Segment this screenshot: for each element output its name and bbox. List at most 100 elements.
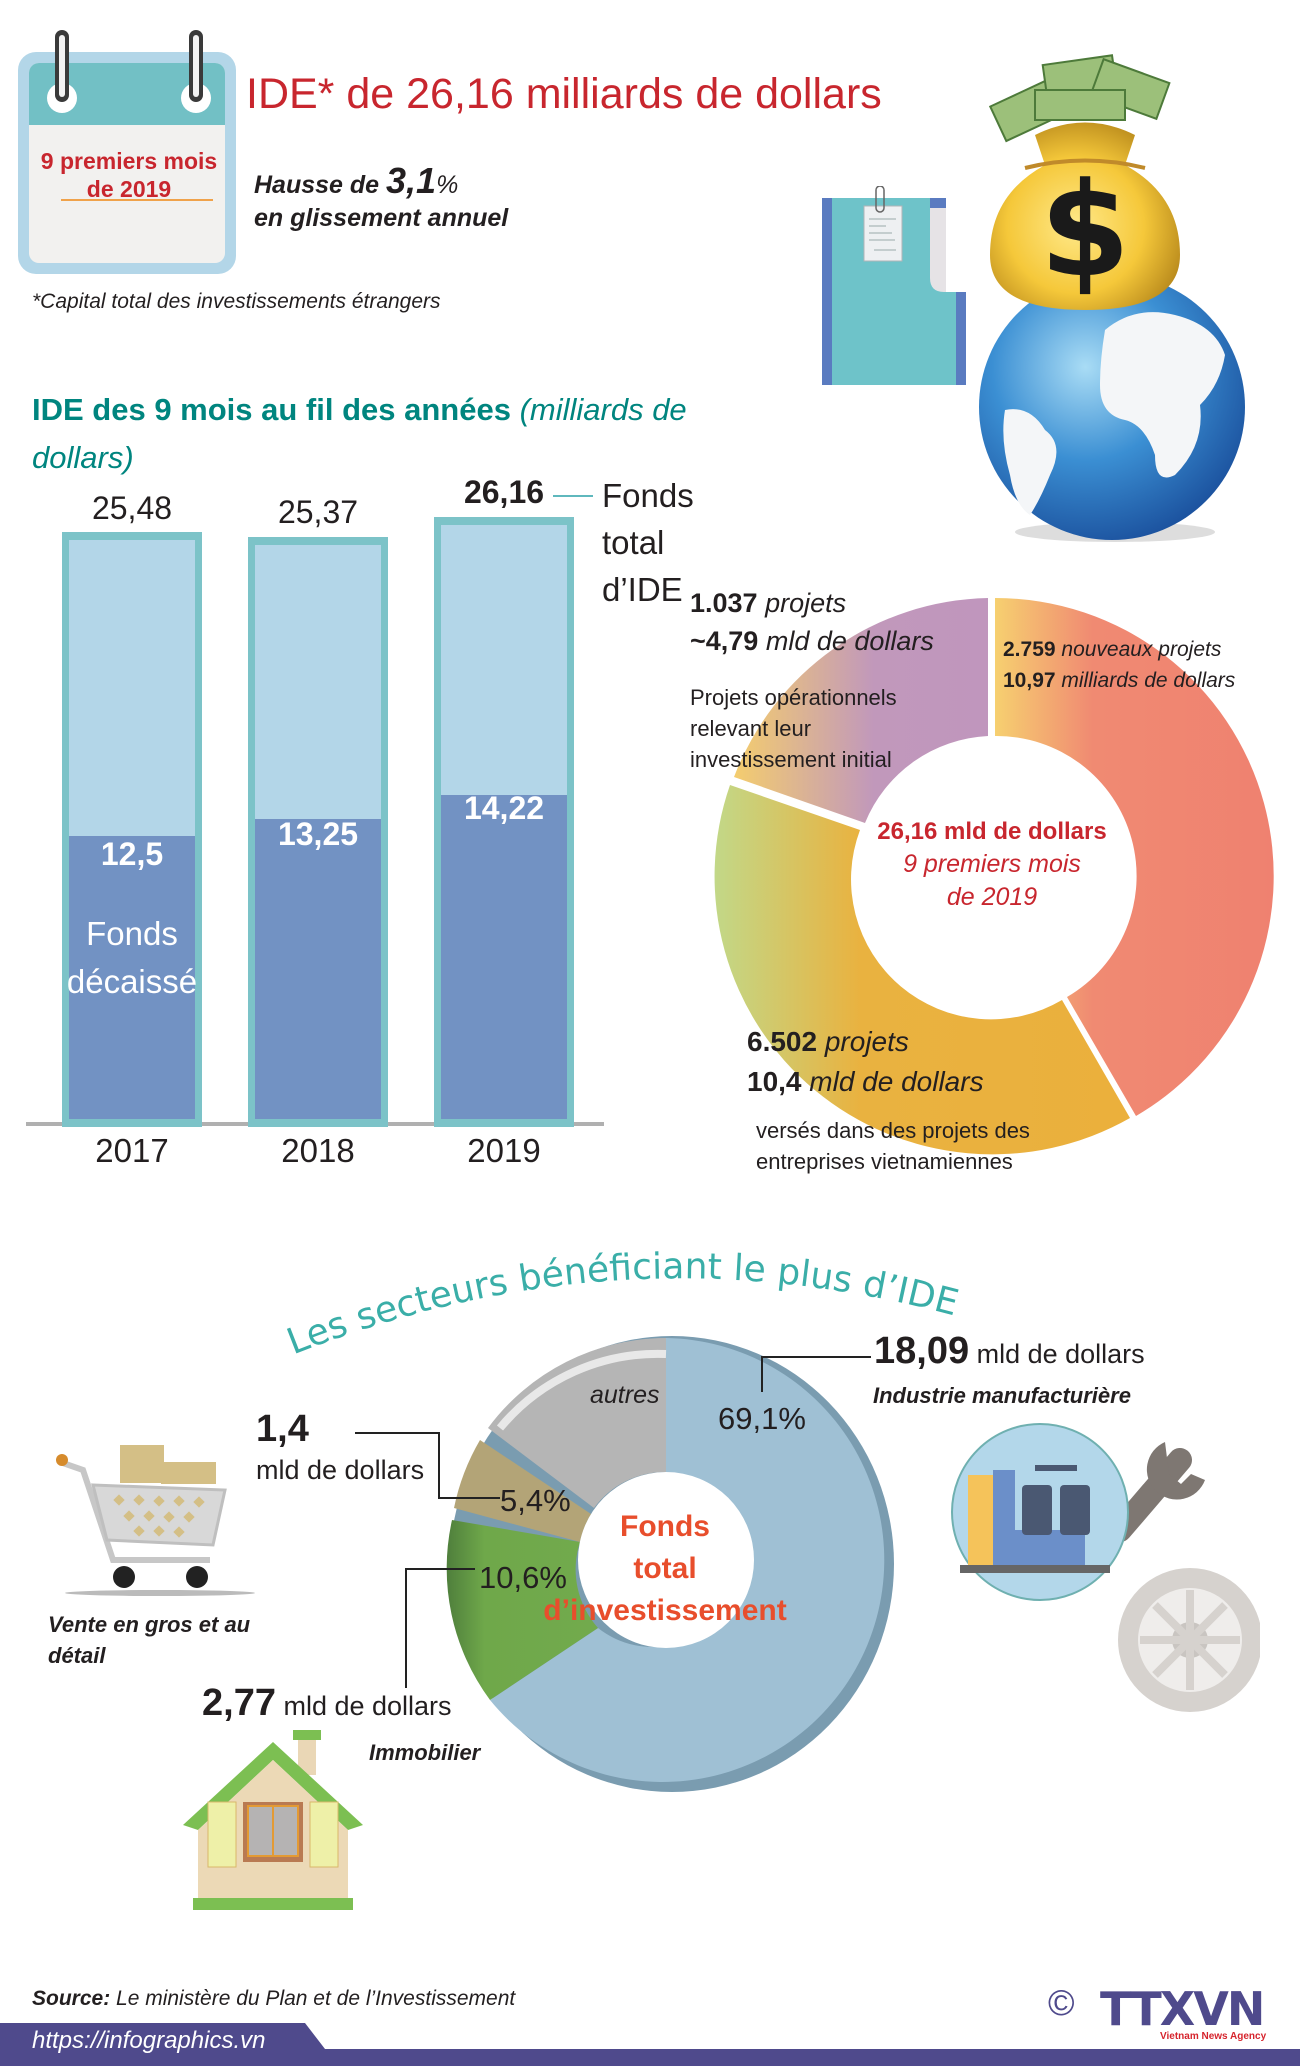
- total-label-line1: Fonds: [602, 477, 694, 514]
- op-desc-line2: relevant leur: [690, 716, 812, 741]
- calendar-icon: [18, 30, 238, 275]
- sectors-center-line1: Fonds: [620, 1510, 710, 1543]
- bar-chart-title-italic: (milliards de: [510, 392, 687, 427]
- retail-leader-drop: [438, 1432, 440, 1498]
- sector-slice-retail: [454, 1440, 591, 1542]
- vn-projects-text: projets: [817, 1026, 909, 1057]
- realestate-pct: 10,6%: [479, 1560, 567, 1595]
- fdi-donut-chart: [700, 590, 1290, 1170]
- manufacturing-unit: mld de dollars: [969, 1339, 1145, 1369]
- manufacturing-leader-drop: [761, 1356, 763, 1392]
- new-projects-value: 10,97: [1003, 669, 1056, 692]
- bar-2019-disbursed: [441, 795, 567, 1119]
- donut-slice-vn-projects: [714, 785, 1130, 1155]
- retail-unit: mld de dollars: [256, 1455, 425, 1485]
- vn-projects-description: versés dans des projets des entreprises …: [756, 1115, 1030, 1177]
- manufacturing-leader-line: [761, 1356, 871, 1358]
- growth-unit: %: [436, 171, 459, 199]
- manufacturing-name: Industrie manufacturière: [873, 1383, 1131, 1408]
- ttxvn-logo: TTXVN: [1100, 1982, 1265, 2036]
- growth-value: 3,1: [386, 160, 437, 201]
- bar-2017-disbursed-label: 12,5: [100, 836, 164, 872]
- source-line: Source: Le ministère du Plan et de l’Inv…: [32, 1987, 515, 2011]
- realestate-name: Immobilier: [369, 1740, 481, 1765]
- bar-2019: [434, 517, 574, 1127]
- sectors-donut-chart: [440, 1328, 900, 1798]
- retail-pct: 5,4%: [500, 1483, 571, 1518]
- disbursed-label-line1: Fonds: [86, 915, 178, 952]
- new-projects-count: 2.759: [1003, 638, 1056, 661]
- others-label: autres: [590, 1381, 660, 1409]
- sectors-center-line3: d’investissement: [543, 1594, 787, 1627]
- sectors-center-label: Fonds total d’investissement: [520, 1506, 810, 1632]
- op-desc-line3: investissement initial: [690, 747, 892, 772]
- total-leader-line: [553, 495, 593, 497]
- vn-projects-count: 6.502: [747, 1026, 818, 1057]
- realestate-leader-drop: [405, 1568, 407, 1688]
- bar-2017-total-label: 25,48: [91, 490, 173, 526]
- vn-projects-annotation: 6.502 projets 10,4 mld de dollars: [747, 1022, 984, 1102]
- bar-chart-title-bold: IDE des 9 mois au fil des années: [32, 392, 511, 427]
- retail-leader-end: [438, 1497, 500, 1499]
- donut-center-line2: 9 premiers mois: [903, 850, 1081, 878]
- donut-center-label: 26,16 mld de dollars 9 premiers mois de …: [842, 818, 1142, 912]
- realestate-leader-line: [405, 1568, 475, 1570]
- operational-description: Projets opérationnels relevant leur inve…: [690, 682, 897, 775]
- footer-url-tab: [0, 2023, 330, 2066]
- new-projects-annotation: 2.759 nouveaux projets 10,97 milliards d…: [1003, 634, 1235, 696]
- footer-url-link[interactable]: https://infographics.vn: [32, 2027, 266, 2054]
- donut-center-value: 26,16 mld de dollars: [877, 818, 1107, 845]
- sectors-center-line2: total: [633, 1552, 697, 1585]
- growth-line2: en glissement annuel: [254, 204, 509, 232]
- retail-value: 1,4: [256, 1408, 309, 1450]
- sector-slice-others: [488, 1338, 666, 1508]
- manufacturing-annotation: 18,09 mld de dollars: [874, 1330, 1145, 1373]
- total-legend: Fonds total d’IDE: [602, 472, 694, 613]
- new-projects-text: nouveaux projets: [1055, 638, 1222, 661]
- op-projects-count: 1.037: [690, 588, 758, 618]
- growth-text: Hausse de 3,1%: [254, 160, 458, 202]
- source-text: Le ministère du Plan et de l’Investissem…: [110, 1987, 516, 2010]
- money-bag-icon: $: [975, 40, 1195, 320]
- disbursed-label-line2: décaissé: [66, 963, 198, 1000]
- factory-gear-icon: [940, 1420, 1260, 1720]
- bar-2018-total-label: 25,37: [277, 494, 359, 530]
- vn-projects-value-text: mld de dollars: [801, 1066, 984, 1097]
- copyright-icon: ©: [1048, 1982, 1075, 2023]
- globe-icon: [975, 270, 1250, 545]
- bar-2018-disbursed-label: 13,25: [277, 816, 359, 852]
- op-projects-text: projets: [757, 588, 847, 618]
- manufacturing-pct: 69,1%: [718, 1401, 806, 1436]
- new-projects-value-text: milliards de dollars: [1055, 669, 1236, 692]
- realestate-unit: mld de dollars: [275, 1691, 452, 1721]
- realestate-annotation: 2,77 mld de dollars: [202, 1682, 452, 1725]
- operational-annotation: 1.037 projets ~4,79 mld de dollars: [690, 584, 934, 660]
- vn-desc-line2: entreprises vietnamiennes: [756, 1149, 1013, 1174]
- x-label-2018: 2018: [281, 1132, 355, 1169]
- manufacturing-value: 18,09: [874, 1330, 970, 1372]
- source-label: Source:: [32, 1987, 111, 2010]
- retail-name-line1: Vente en gros et au: [48, 1612, 251, 1637]
- svg-text:$: $: [1040, 154, 1130, 306]
- donut-slice-new-projects: [995, 597, 1274, 1116]
- bar-2017: [62, 532, 202, 1127]
- retail-name-line2: détail: [48, 1643, 106, 1668]
- donut-slice-operational: [734, 598, 988, 823]
- donut-center-line3: de 2019: [946, 883, 1038, 911]
- bar-2018: [248, 537, 388, 1127]
- bar-2018-disbursed: [255, 819, 381, 1119]
- bar-chart-title-line2: dollars): [32, 440, 134, 475]
- folder-icon: [822, 186, 972, 386]
- shopping-cart-icon: [55, 1440, 255, 1600]
- calendar-label-line1: 9 premiers mois: [40, 148, 218, 174]
- vn-projects-value: 10,4: [747, 1066, 802, 1097]
- growth-prefix: Hausse de: [254, 171, 387, 199]
- op-projects-value-text: mld de dollars: [758, 626, 934, 656]
- footnote: *Capital total des investissements étran…: [32, 290, 441, 313]
- bar-2019-disbursed-label: 14,22: [463, 790, 545, 826]
- realestate-value: 2,77: [202, 1682, 276, 1724]
- bar-2019-total-label: 26,16: [463, 474, 545, 510]
- sector-slice-manufacturing: [490, 1338, 885, 1782]
- total-label-line3: d’IDE: [602, 571, 683, 608]
- page-title: IDE* de 26,16 milliards de dollars: [246, 70, 882, 118]
